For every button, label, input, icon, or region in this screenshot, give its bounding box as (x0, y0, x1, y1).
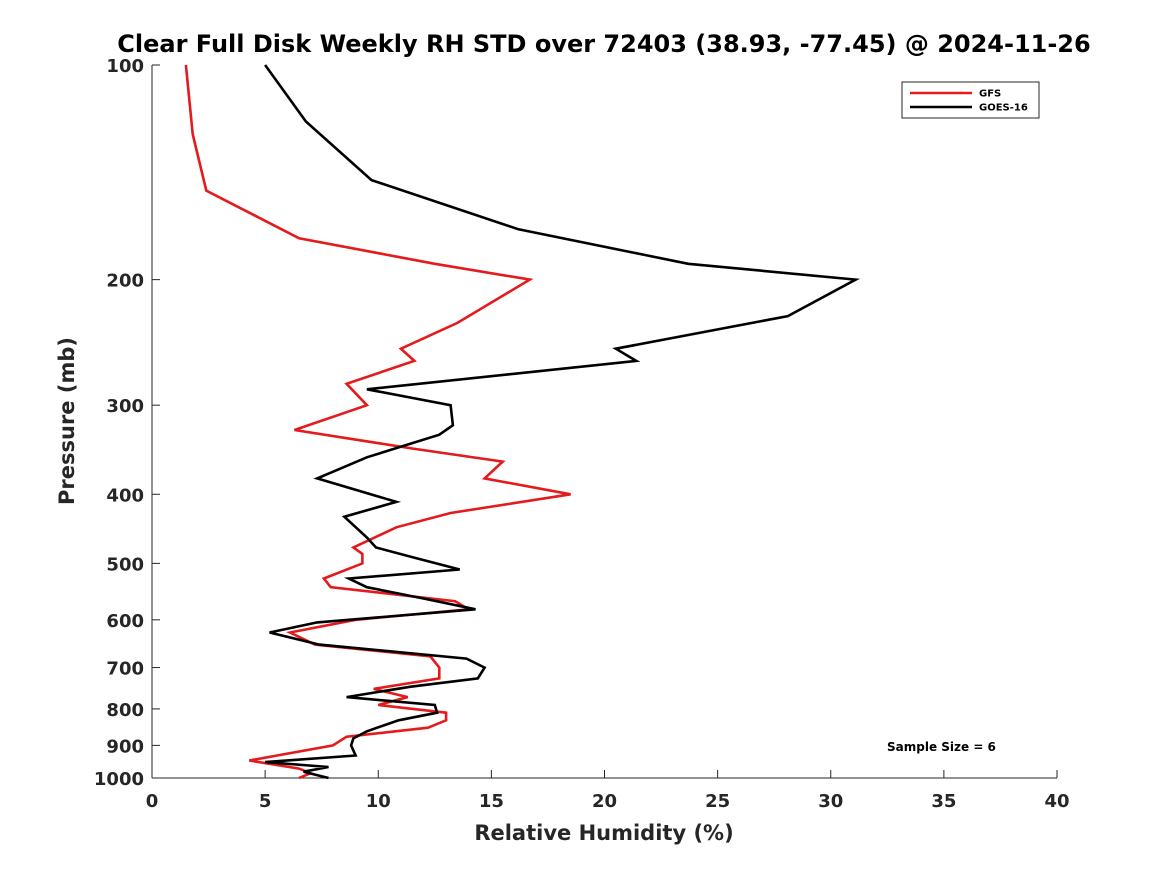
x-tick-label: 10 (366, 791, 391, 812)
y-tick-label: 500 (106, 554, 144, 575)
y-tick-label: 300 (106, 396, 144, 417)
x-tick-label: 0 (146, 791, 159, 812)
ticks-layer: 0 5 10 15 20 25 30 35 40 100 200 300 400 500 600 700 800… (94, 56, 1070, 812)
series-line-goes-16 (264, 64, 860, 780)
y-axis-label: Pressure (mb) (55, 337, 79, 505)
y-tick-label: 200 (106, 271, 144, 292)
y-tick-label: 1000 (94, 769, 144, 790)
legend: GFS GOES-16 (901, 81, 1040, 119)
x-tick-label: 5 (259, 791, 272, 812)
chart-title: Clear Full Disk Weekly RH STD over 72403… (117, 30, 1090, 58)
y-tick-label: 600 (106, 611, 144, 632)
axes-layer (151, 65, 1057, 779)
series-line-gfs (184, 64, 571, 780)
y-tick-label: 100 (106, 56, 144, 77)
x-tick-label: 40 (1044, 791, 1069, 812)
y-tick-label: 900 (106, 736, 144, 757)
legend-box (901, 81, 1040, 119)
series-layer (184, 64, 860, 780)
x-tick-label: 35 (931, 791, 956, 812)
y-tick-label: 800 (106, 700, 144, 721)
x-tick-label: 30 (818, 791, 843, 812)
sample-size-annotation: Sample Size = 6 (887, 740, 996, 754)
legend-label-goes-16: GOES-16 (979, 103, 1028, 114)
y-tick-label: 400 (106, 485, 144, 506)
legend-label-gfs: GFS (979, 89, 1001, 100)
x-axis-label: Relative Humidity (%) (474, 821, 733, 845)
x-tick-label: 15 (479, 791, 504, 812)
y-tick-label: 700 (106, 659, 144, 680)
x-tick-label: 25 (705, 791, 730, 812)
x-tick-label: 20 (592, 791, 617, 812)
